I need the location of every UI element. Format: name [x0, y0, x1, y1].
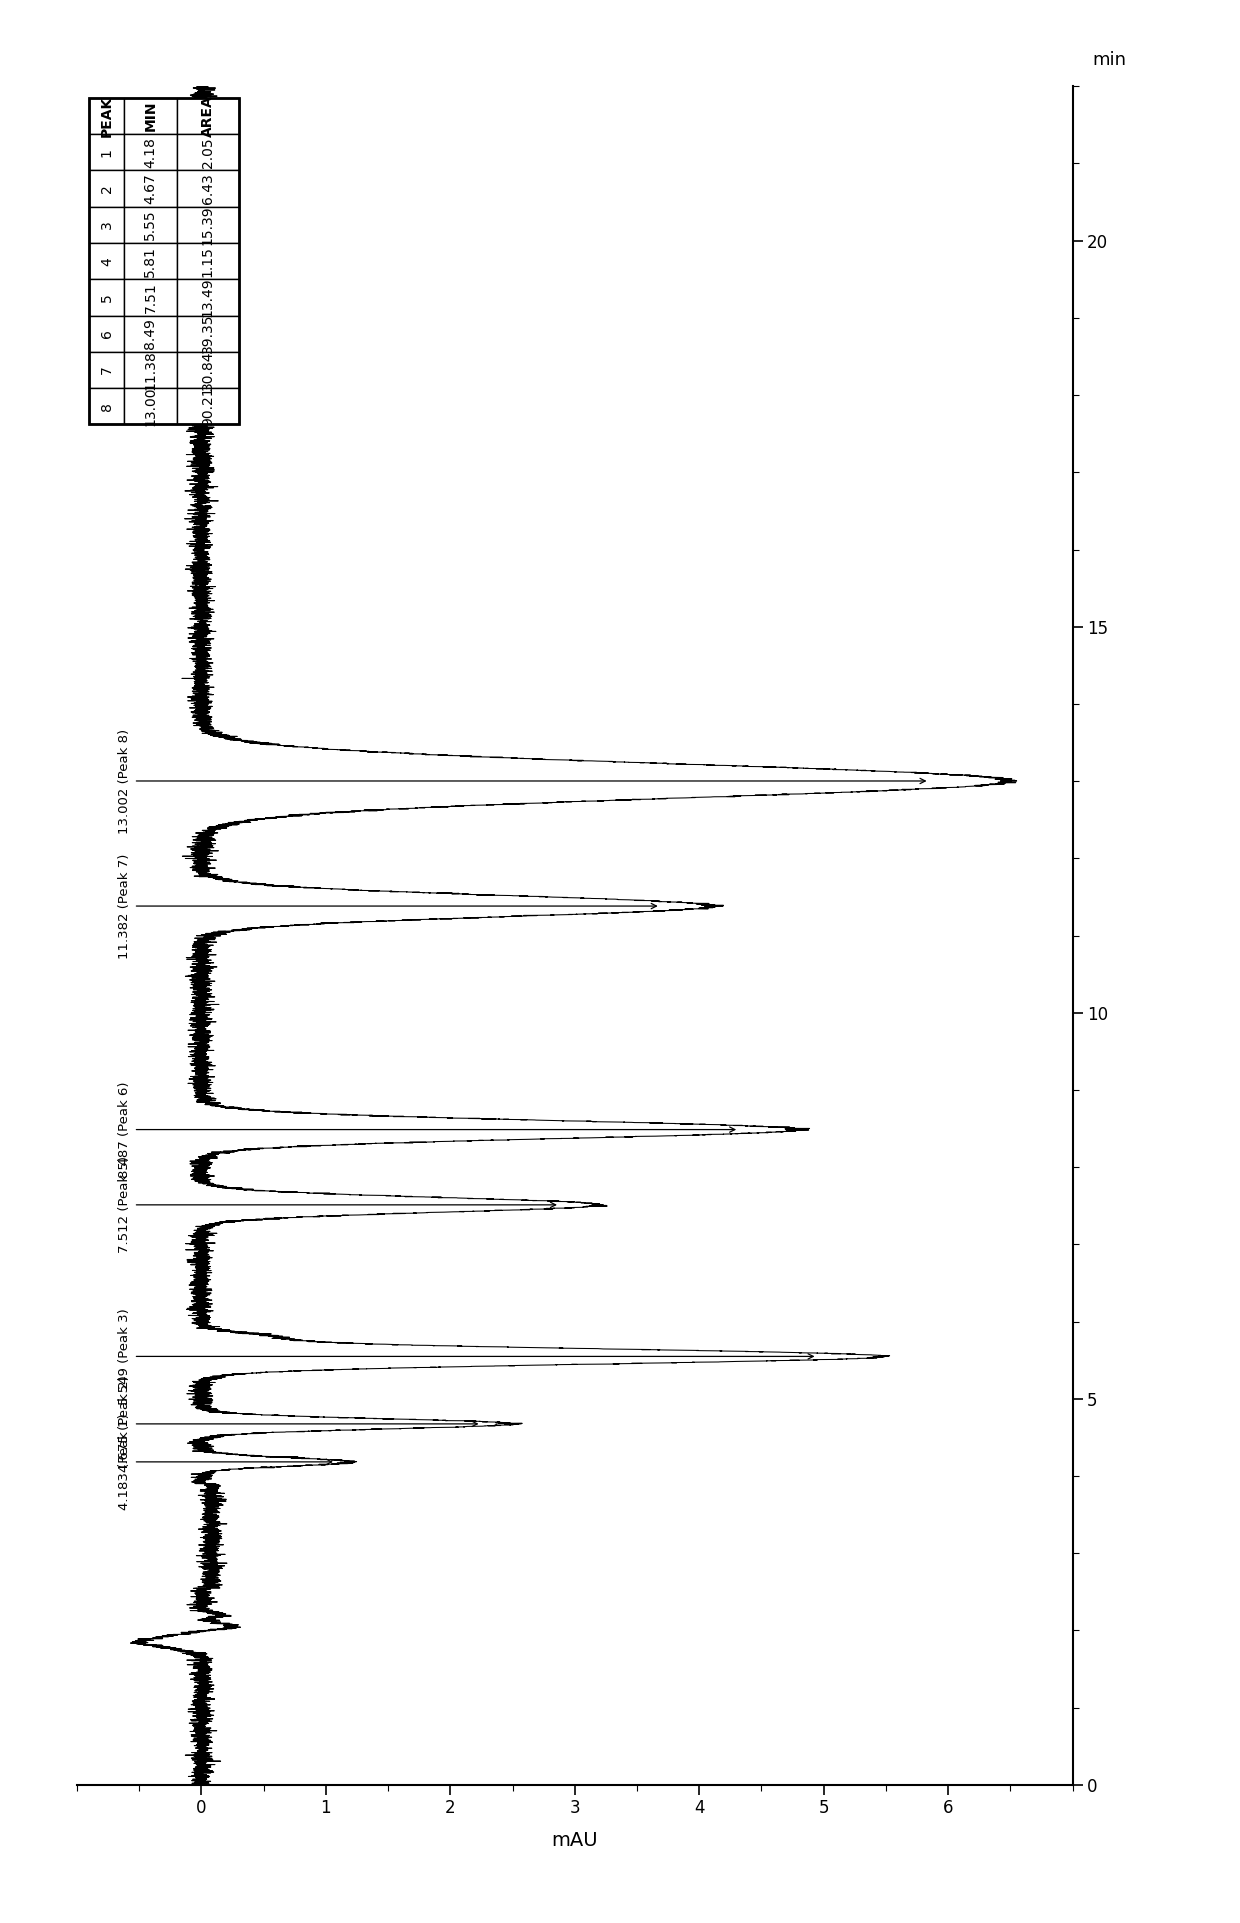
Bar	[124, 135, 176, 171]
Bar	[124, 279, 176, 315]
Text: 13.49: 13.49	[201, 277, 215, 317]
Text: 5.55: 5.55	[144, 210, 157, 240]
Text: 4: 4	[100, 258, 114, 265]
Bar	[89, 315, 124, 352]
Text: min: min	[1092, 52, 1126, 69]
Bar	[89, 98, 239, 425]
Text: 6: 6	[100, 329, 114, 338]
Text: AREA: AREA	[201, 94, 215, 137]
Bar	[176, 352, 239, 388]
Text: 8: 8	[100, 402, 114, 412]
Bar	[176, 135, 239, 171]
Bar	[124, 206, 176, 242]
Text: 15.39: 15.39	[201, 206, 215, 244]
Bar	[89, 279, 124, 315]
Text: 4.183 (Peak 1): 4.183 (Peak 1)	[118, 1413, 331, 1510]
Bar	[124, 171, 176, 206]
Text: 39.35: 39.35	[201, 313, 215, 354]
Bar	[176, 388, 239, 425]
Text: MIN: MIN	[144, 100, 157, 131]
Text: 8.487 (Peak 6): 8.487 (Peak 6)	[118, 1081, 735, 1177]
Bar	[176, 98, 239, 135]
Text: 11.38: 11.38	[144, 350, 157, 390]
Bar	[124, 242, 176, 279]
Text: 1: 1	[100, 148, 114, 156]
Text: 5.81: 5.81	[144, 246, 157, 277]
Text: 4.675 (Peak 2): 4.675 (Peak 2)	[118, 1375, 477, 1473]
Text: 13.00: 13.00	[144, 387, 157, 427]
Bar	[89, 98, 124, 135]
Bar	[176, 279, 239, 315]
Text: 2: 2	[100, 185, 114, 192]
Bar	[124, 98, 176, 135]
X-axis label: mAU: mAU	[552, 1831, 598, 1850]
Text: 6.43: 6.43	[201, 173, 215, 204]
Text: 3: 3	[100, 221, 114, 229]
Text: 7.512 (Peak 5): 7.512 (Peak 5)	[118, 1156, 556, 1254]
Bar	[124, 315, 176, 352]
Text: 7: 7	[100, 365, 114, 375]
Bar	[176, 171, 239, 206]
Bar	[89, 388, 124, 425]
Text: 90.21: 90.21	[201, 387, 215, 427]
Bar	[89, 242, 124, 279]
Text: 4.67: 4.67	[144, 173, 157, 204]
Bar	[176, 206, 239, 242]
Bar	[89, 171, 124, 206]
Text: PEAK: PEAK	[100, 96, 114, 137]
Text: 2.05: 2.05	[201, 137, 215, 167]
Bar	[89, 135, 124, 171]
Text: 11.382 (Peak 7): 11.382 (Peak 7)	[118, 854, 656, 960]
Text: 4.18: 4.18	[144, 137, 157, 167]
Text: 13.002 (Peak 8): 13.002 (Peak 8)	[118, 729, 925, 833]
Bar	[89, 206, 124, 242]
Bar	[124, 388, 176, 425]
Bar	[89, 352, 124, 388]
Bar	[176, 315, 239, 352]
Bar	[124, 352, 176, 388]
Text: 8.49: 8.49	[144, 319, 157, 350]
Text: 5: 5	[100, 292, 114, 302]
Text: 7.51: 7.51	[144, 283, 157, 313]
Text: 1.15: 1.15	[201, 246, 215, 277]
Text: 30.84: 30.84	[201, 350, 215, 390]
Bar	[176, 242, 239, 279]
Text: 5.549 (Peak 3): 5.549 (Peak 3)	[118, 1308, 813, 1406]
